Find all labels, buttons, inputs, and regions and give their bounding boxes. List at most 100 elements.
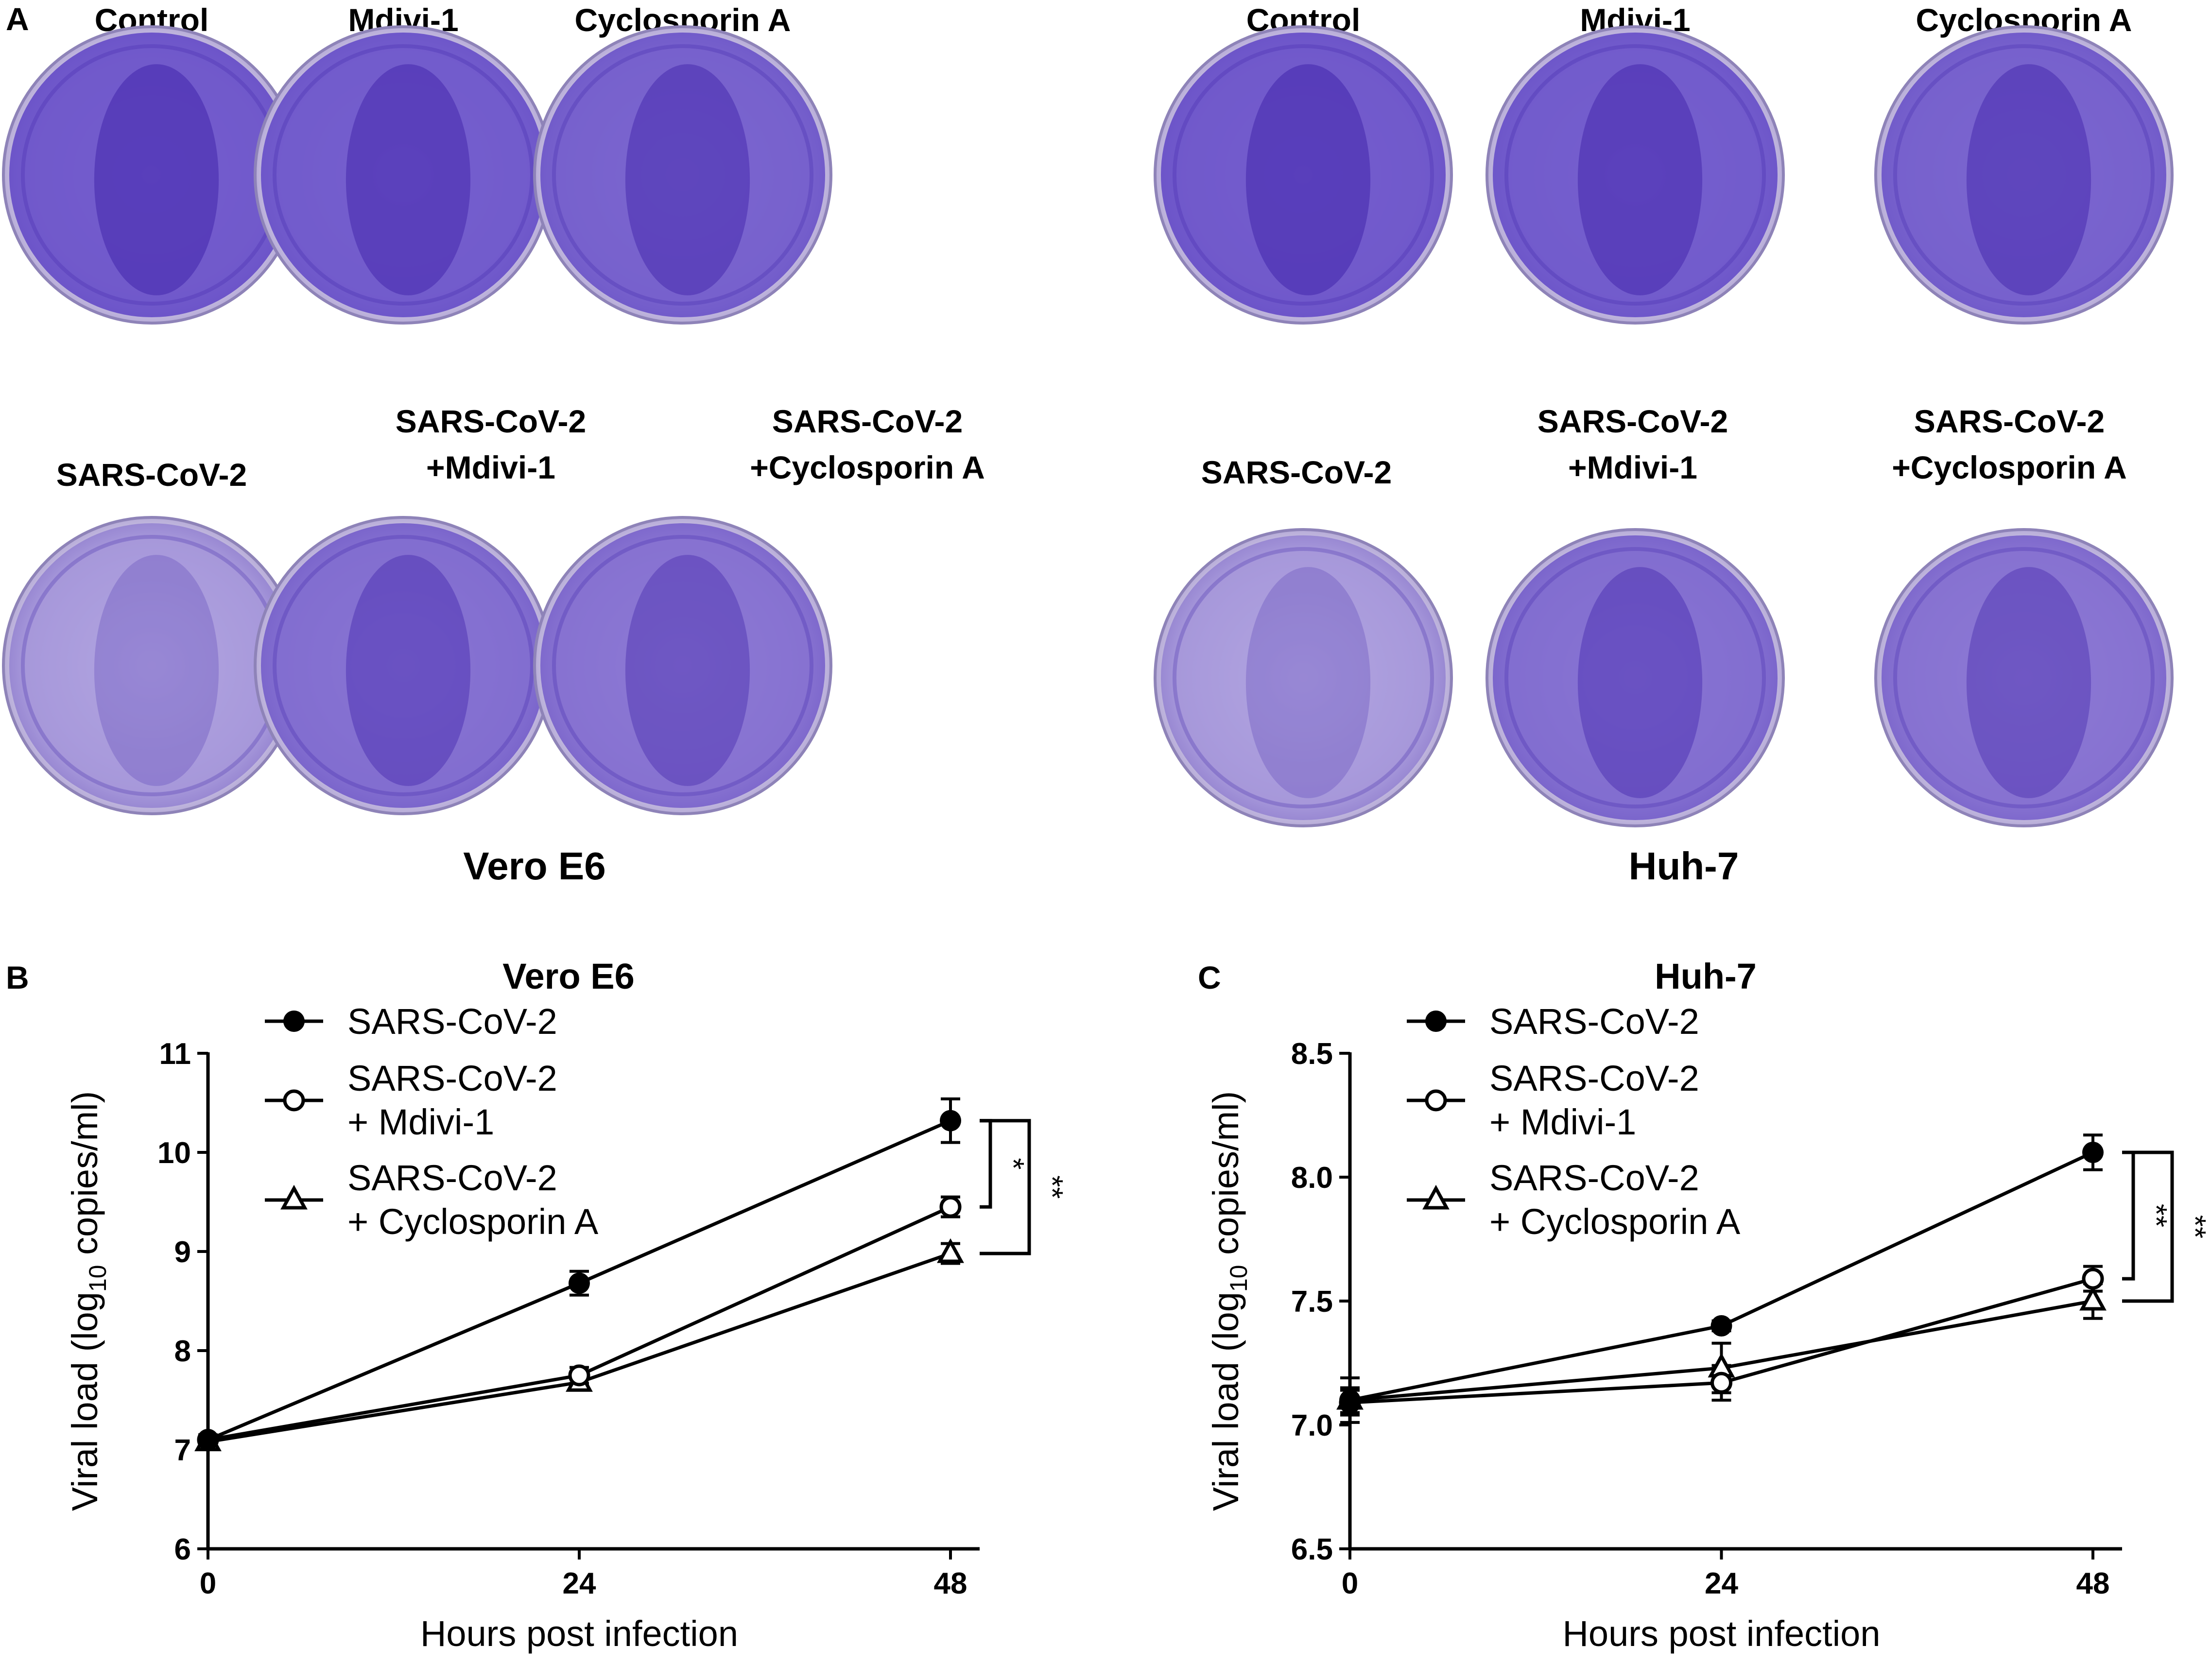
y-axis-label-sub: 10 (1225, 1265, 1252, 1292)
x-tick-label: 0 (200, 1567, 216, 1600)
y-tick-label: 8 (174, 1335, 191, 1368)
dish-inner-ring (273, 535, 534, 796)
y-tick-label: 7.0 (1291, 1409, 1333, 1442)
x-tick-label: 24 (563, 1567, 596, 1600)
x-axis-label: Hours post infection (1562, 1613, 1880, 1654)
panel-c: C Huh-7 6.5 7.0 7.5 8.0 8.5 0 24 48 Hours post in… (1198, 956, 2211, 1654)
dish-title-vero-sars-mdivi-l1: SARS-CoV-2 (396, 403, 586, 439)
dish-huh-sars (1154, 528, 1453, 827)
legend-label-1-line2: + Mdivi-1 (347, 1102, 494, 1142)
legend-marker-0 (283, 1011, 305, 1032)
dish-inner-ring (1893, 44, 2155, 306)
legend-marker-0 (1425, 1011, 1447, 1032)
legend-marker-2 (1422, 1184, 1450, 1210)
data-point-0-1 (569, 1272, 590, 1294)
dish-stain (9, 33, 294, 317)
dish-stain (540, 523, 825, 808)
dish-title-huh-sars-cyclo-l2: +Cyclosporin A (1892, 449, 2127, 485)
dish-inner-ring (552, 44, 813, 306)
panel-a: A Control Mdivi-1 Cyclosporin A SARS-CoV… (2, 1, 2174, 888)
dish-stain-core (1245, 64, 1371, 295)
legend-label-1-line2: + Mdivi-1 (1489, 1102, 1636, 1142)
dish-stain (540, 33, 825, 317)
dish-stain-core (625, 555, 750, 786)
dish-stain-core (94, 64, 219, 295)
dish-title-vero-sars-mdivi-l2: +Mdivi-1 (426, 449, 555, 485)
y-tick-label: 9 (174, 1235, 191, 1269)
y-tick-label: 7 (174, 1434, 191, 1467)
data-point-2-2 (2079, 1286, 2107, 1311)
data-point-0-2 (940, 1110, 961, 1131)
dish-stain (1493, 33, 1778, 317)
y-tick-label: 11 (159, 1037, 191, 1071)
dish-stain-core (1577, 64, 1703, 295)
dish-title-huh-sars-cyclo-l1: SARS-CoV-2 (1914, 403, 2105, 439)
significance-bracket-1 (980, 1119, 1031, 1255)
dish-stain (1161, 535, 1446, 820)
significance-label-1: ** (1035, 1175, 1069, 1199)
legend-label-2: SARS-CoV-2 (1489, 1158, 1699, 1198)
dish-stain-core (1245, 567, 1371, 798)
dish-inner-ring (273, 44, 534, 306)
dish-grid (2, 25, 2174, 827)
y-tick-label: 8.5 (1291, 1037, 1333, 1071)
y-axis-label-prefix: Viral load (log (1206, 1292, 1246, 1511)
y-axis-label-sub: 10 (84, 1265, 111, 1292)
dish-stain (261, 523, 546, 808)
legend-label-0: SARS-CoV-2 (347, 1001, 557, 1042)
x-tick-label: 48 (2076, 1567, 2110, 1600)
data-point-0-1 (1710, 1315, 1732, 1337)
chart-title: Vero E6 (502, 956, 635, 996)
chart-huh-7: Huh-7 6.5 7.0 7.5 8.0 8.5 0 24 48 Hours post infe… (1206, 956, 2211, 1654)
y-tick-label: 8.0 (1291, 1161, 1333, 1195)
data-point-0-2 (2082, 1142, 2104, 1163)
cell-line-label-huh: Huh-7 (1629, 844, 1739, 888)
dish-vero-mdivi (254, 25, 553, 325)
legend-marker-2 (280, 1184, 308, 1210)
dish-huh-cyclosporin (1874, 25, 2174, 325)
dish-huh-mdivi (1486, 25, 1785, 325)
y-tick-label: 7.5 (1291, 1285, 1333, 1319)
y-tick-label: 6.5 (1291, 1533, 1333, 1566)
data-point-1-2 (939, 1196, 962, 1218)
dish-inner-ring (552, 535, 813, 796)
legend-marker-1 (1425, 1089, 1447, 1112)
data-point-0-0 (1339, 1389, 1361, 1411)
dish-stain-core (1966, 64, 2091, 295)
data-point-1-1 (568, 1364, 590, 1387)
dish-stain-core (625, 64, 750, 295)
data-point-2-2 (937, 1238, 964, 1263)
legend-label-2: SARS-CoV-2 (347, 1158, 557, 1198)
dish-vero-cyclosporin (533, 25, 832, 325)
y-axis-label-suffix: copies/ml) (1206, 1091, 1246, 1265)
legend-label-2-line2: + Cyclosporin A (1489, 1201, 1741, 1242)
legend-label-0: SARS-CoV-2 (1489, 1001, 1699, 1042)
dish-title-vero-sars: SARS-CoV-2 (56, 457, 247, 493)
dish-stain (1493, 535, 1778, 820)
dish-inner-ring (1504, 547, 1766, 808)
dish-stain-core (1966, 567, 2091, 798)
chart-vero-e6: Vero E6 6 7 8 9 10 11 0 24 48 Hours post infection… (65, 956, 1069, 1654)
dish-stain-core (345, 64, 471, 295)
significance-label-0: ** (2139, 1204, 2173, 1227)
legend-marker-1 (283, 1089, 305, 1112)
significance-label-1: ** (2178, 1215, 2211, 1238)
dish-title-huh-sars-mdivi-l2: +Mdivi-1 (1568, 449, 1697, 485)
panel-b: B Vero E6 6 7 8 9 10 11 0 24 48 Hours post infecti… (6, 956, 1069, 1654)
y-tick-label: 6 (174, 1533, 191, 1566)
dish-inner-ring (1893, 547, 2155, 808)
dish-title-huh-sars: SARS-CoV-2 (1201, 454, 1392, 490)
x-tick-label: 48 (934, 1567, 967, 1600)
legend-label-1: SARS-CoV-2 (1489, 1058, 1699, 1098)
dish-stain-core (94, 555, 219, 786)
cell-line-label-vero: Vero E6 (463, 844, 606, 888)
series-line-1 (207, 1205, 951, 1442)
dish-stain (1161, 33, 1446, 317)
dish-stain (261, 33, 546, 317)
y-axis-label-prefix: Viral load (log (65, 1292, 105, 1511)
dish-huh-sars-cyclosporin (1874, 528, 2174, 827)
dish-huh-control (1154, 25, 1453, 325)
panel-label-b: B (6, 960, 29, 995)
panel-label-c: C (1198, 960, 1221, 995)
